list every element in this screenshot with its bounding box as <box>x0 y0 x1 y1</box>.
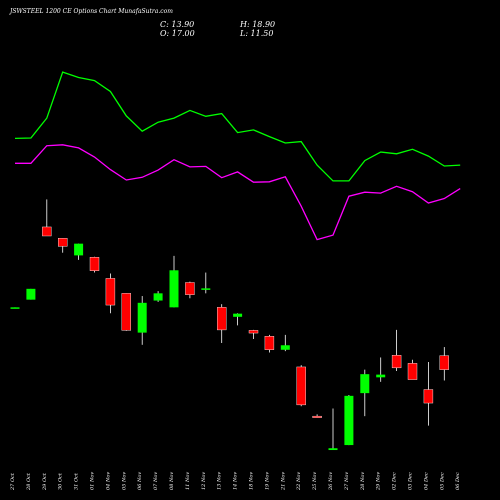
x-tick-label: 25 Nov <box>312 472 318 491</box>
price-bands <box>14 71 461 241</box>
x-tick-label: 31 Oct <box>74 472 80 490</box>
candle <box>201 272 211 294</box>
x-tick-label: 05 Nov <box>121 472 127 490</box>
x-tick-label: 01 Nov <box>90 472 96 490</box>
candle <box>264 334 275 353</box>
x-tick-label: 28 Oct <box>26 472 32 491</box>
candle <box>26 288 36 300</box>
x-tick-label: 30 Oct <box>58 472 64 490</box>
candle <box>407 359 418 380</box>
x-tick-label: 18 Nov <box>249 472 255 490</box>
x-tick-label: 26 Nov <box>328 472 334 491</box>
candles <box>10 199 449 451</box>
candle <box>10 307 20 309</box>
x-tick-label: 06 Dec <box>455 472 461 490</box>
candle <box>280 334 290 352</box>
x-tick-label: 29 Oct <box>42 472 48 491</box>
x-tick-label: 04 Nov <box>105 472 111 490</box>
lower-band-line <box>15 144 461 241</box>
candle <box>58 238 68 253</box>
candle <box>296 365 306 407</box>
low-value: L: 11.50 <box>240 29 274 38</box>
candle <box>74 243 84 260</box>
candle <box>328 408 338 451</box>
candle <box>121 293 132 331</box>
candle <box>153 291 163 302</box>
x-tick-label: 28 Nov <box>360 472 366 491</box>
x-tick-label: 08 Nov <box>169 472 175 490</box>
x-tick-label: 07 Nov <box>153 472 159 490</box>
candle <box>216 304 227 344</box>
high-value: H: 18.90 <box>240 20 276 29</box>
upper-band-line <box>14 71 461 182</box>
candle <box>105 273 116 314</box>
x-axis-labels: 27 Oct 28 Oct 29 Oct 30 Oct 31 Oct 01 Nov 04 N… <box>10 472 461 491</box>
x-tick-label: 04 Dec <box>423 472 429 490</box>
chart-title: JSWSTEEL 1200 CE Options Chart MunafaSut… <box>10 8 173 15</box>
candle <box>137 296 147 345</box>
candle <box>344 394 354 446</box>
x-tick-label: 06 Nov <box>137 472 143 490</box>
x-tick-label: 29 Nov <box>376 472 382 491</box>
candle <box>312 414 322 418</box>
candle <box>185 281 195 299</box>
candle <box>391 329 402 372</box>
x-tick-label: 21 Nov <box>280 472 286 491</box>
x-tick-label: 22 Nov <box>296 472 302 491</box>
candle <box>248 329 259 339</box>
candle <box>169 255 179 308</box>
x-tick-label: 05 Dec <box>439 472 445 490</box>
candle <box>89 256 100 273</box>
x-tick-label: 02 Dec <box>392 472 398 490</box>
candle <box>233 313 243 326</box>
candle <box>423 361 434 426</box>
candle <box>42 199 52 237</box>
x-tick-label: 03 Dec <box>408 472 414 490</box>
x-tick-label: 27 Nov <box>344 472 350 491</box>
close-value: C: 13.90 <box>160 20 195 29</box>
x-tick-label: 11 Nov <box>185 472 191 490</box>
candle <box>376 357 386 382</box>
x-tick-label: 19 Nov <box>264 472 270 490</box>
x-tick-label: 13 Nov <box>217 472 223 490</box>
candle <box>439 347 449 381</box>
candle <box>360 369 370 417</box>
open-value: O: 17.00 <box>160 29 195 38</box>
x-tick-label: 27 Oct <box>10 472 16 491</box>
x-tick-label: 12 Nov <box>201 472 207 490</box>
x-tick-label: 14 Nov <box>233 472 239 490</box>
